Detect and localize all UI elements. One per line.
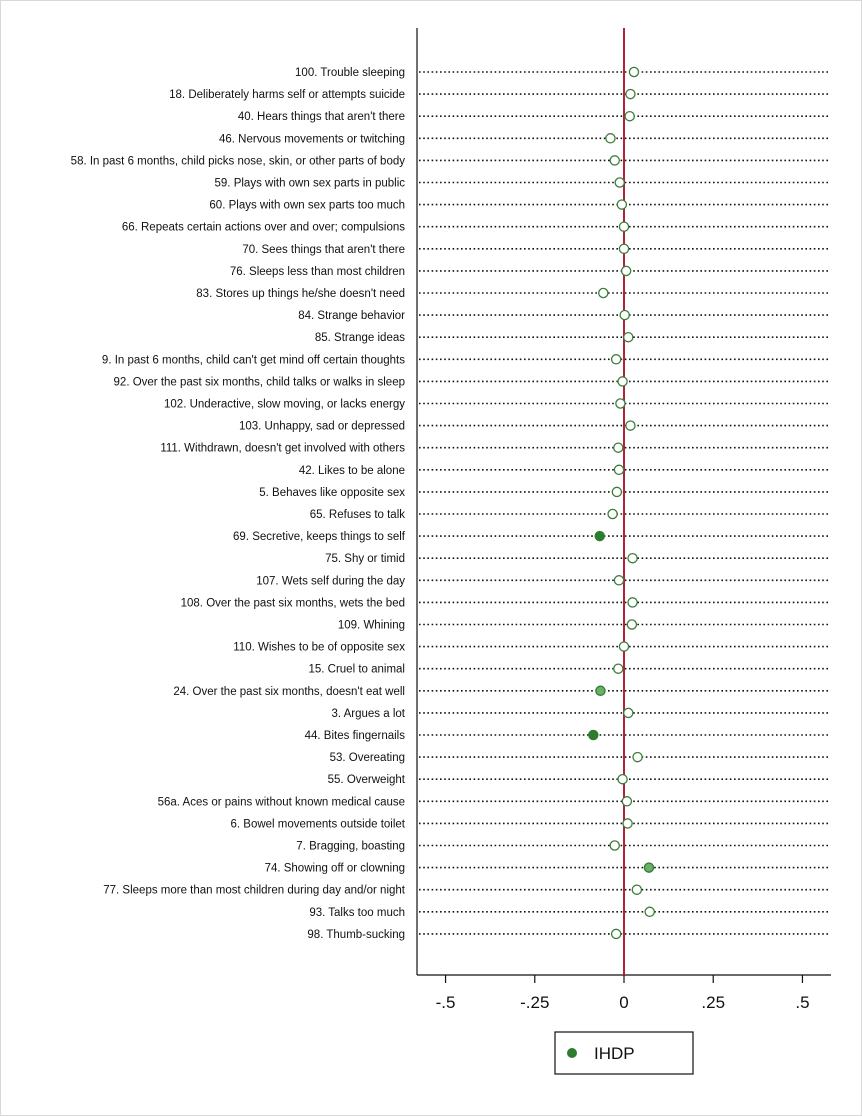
item-label: 66. Repeats certain actions over and ove… [122, 222, 405, 234]
data-point [609, 155, 620, 166]
item-label: 108. Over the past six months, wets the … [181, 597, 405, 609]
item-label: 75. Shy or timid [325, 553, 405, 565]
data-point [619, 309, 630, 321]
data-point [628, 66, 640, 78]
item-label: 102. Underactive, slow moving, or lacks … [164, 399, 405, 411]
data-point [643, 862, 655, 873]
legend: IHDP [554, 1031, 694, 1075]
data-point [624, 110, 635, 122]
item-label: 98. Thumb-sucking [307, 929, 405, 941]
data-point [610, 928, 622, 940]
data-point [611, 486, 623, 498]
item-label: 109. Whining [338, 620, 405, 632]
item-label: 84. Strange behavior [298, 310, 405, 322]
item-label: 24. Over the past six months, doesn't ea… [173, 686, 405, 698]
data-point [616, 199, 628, 210]
item-label: 5. Behaves like opposite sex [259, 487, 405, 499]
item-label: 107. Wets self during the day [256, 575, 405, 587]
item-label: 55. Overweight [328, 774, 406, 786]
item-label: 92. Over the past six months, child talk… [114, 376, 405, 388]
item-label: 7. Bragging, boasting [296, 841, 405, 853]
item-label: 60. Plays with own sex parts too much [209, 200, 405, 212]
legend-label: IHDP [594, 1044, 635, 1063]
points-group [588, 66, 655, 940]
x-tick-label: 0 [619, 993, 628, 1012]
legend-box [554, 1031, 694, 1075]
data-point [609, 840, 620, 851]
data-point [623, 707, 634, 719]
data-point [615, 398, 626, 409]
data-point [594, 530, 605, 542]
item-label: 42. Likes to be alone [299, 465, 405, 477]
data-point [617, 376, 628, 387]
rows-group: 100. Trouble sleeping 18. Deliberately ha… [71, 67, 829, 941]
x-tick-label: -.25 [520, 993, 549, 1012]
x-tick-label: .25 [701, 993, 725, 1012]
item-label: 83. Stores up things he/she doesn't need [196, 288, 405, 300]
item-label: 58. In past 6 months, child picks nose, … [71, 155, 406, 167]
item-label: 70. Sees things that aren't there [242, 244, 405, 256]
legend-marker [567, 1048, 577, 1058]
item-label: 44. Bites fingernails [305, 730, 406, 742]
data-point [605, 133, 616, 144]
item-label: 46. Nervous movements or twitching [219, 133, 405, 145]
item-label: 53. Overeating [330, 752, 405, 764]
item-label: 56a. Aces or pains without known medical… [158, 796, 405, 808]
item-label: 93. Talks too much [309, 907, 405, 919]
x-tick-label: .5 [795, 993, 809, 1012]
data-point [613, 442, 624, 453]
data-point [625, 88, 636, 100]
data-point [627, 597, 638, 608]
data-point [627, 552, 638, 564]
item-label: 69. Secretive, keeps things to self [233, 531, 406, 543]
item-label: 76. Sleeps less than most children [230, 266, 405, 278]
item-label: 9. In past 6 months, child can't get min… [102, 354, 405, 366]
data-point [617, 773, 628, 785]
item-label: 74. Showing off or clowning [265, 863, 405, 875]
data-point [623, 331, 634, 343]
data-point [610, 354, 622, 365]
data-point [622, 818, 633, 829]
data-point [618, 243, 630, 255]
item-label: 6. Bowel movements outside toilet [230, 818, 405, 830]
item-label: 18. Deliberately harms self or attempts … [169, 89, 405, 101]
item-label: 103. Unhappy, sad or depressed [239, 421, 405, 433]
data-point [618, 641, 630, 652]
item-label: 110. Wishes to be of opposite sex [233, 642, 405, 654]
data-point [614, 177, 625, 188]
data-point [644, 906, 655, 918]
data-point [613, 663, 624, 674]
data-point [618, 221, 630, 232]
data-point [588, 729, 599, 741]
item-label: 15. Cruel to animal [308, 664, 405, 676]
data-point [598, 287, 609, 299]
data-point [621, 796, 633, 807]
item-label: 100. Trouble sleeping [295, 67, 405, 79]
item-label: 77. Sleeps more than most children durin… [103, 885, 406, 897]
item-label: 3. Argues a lot [331, 708, 405, 720]
data-point [595, 685, 606, 697]
data-point [625, 420, 636, 431]
x-tick-label: -.5 [436, 993, 456, 1012]
item-label: 85. Strange ideas [315, 332, 405, 344]
data-point [620, 265, 632, 277]
item-label: 111. Withdrawn, doesn't get involved wit… [160, 443, 405, 455]
item-label: 40. Hears things that aren't there [238, 111, 405, 123]
item-label: 59. Plays with own sex parts in public [215, 178, 406, 190]
data-point [632, 751, 643, 763]
data-point [613, 575, 625, 586]
data-point [607, 508, 618, 520]
data-point [613, 464, 625, 476]
item-label: 65. Refuses to talk [310, 509, 405, 521]
axes-group: -.5 -.25 0 .25 .5 [416, 28, 831, 1012]
data-point [626, 619, 638, 630]
data-point [631, 884, 643, 895]
